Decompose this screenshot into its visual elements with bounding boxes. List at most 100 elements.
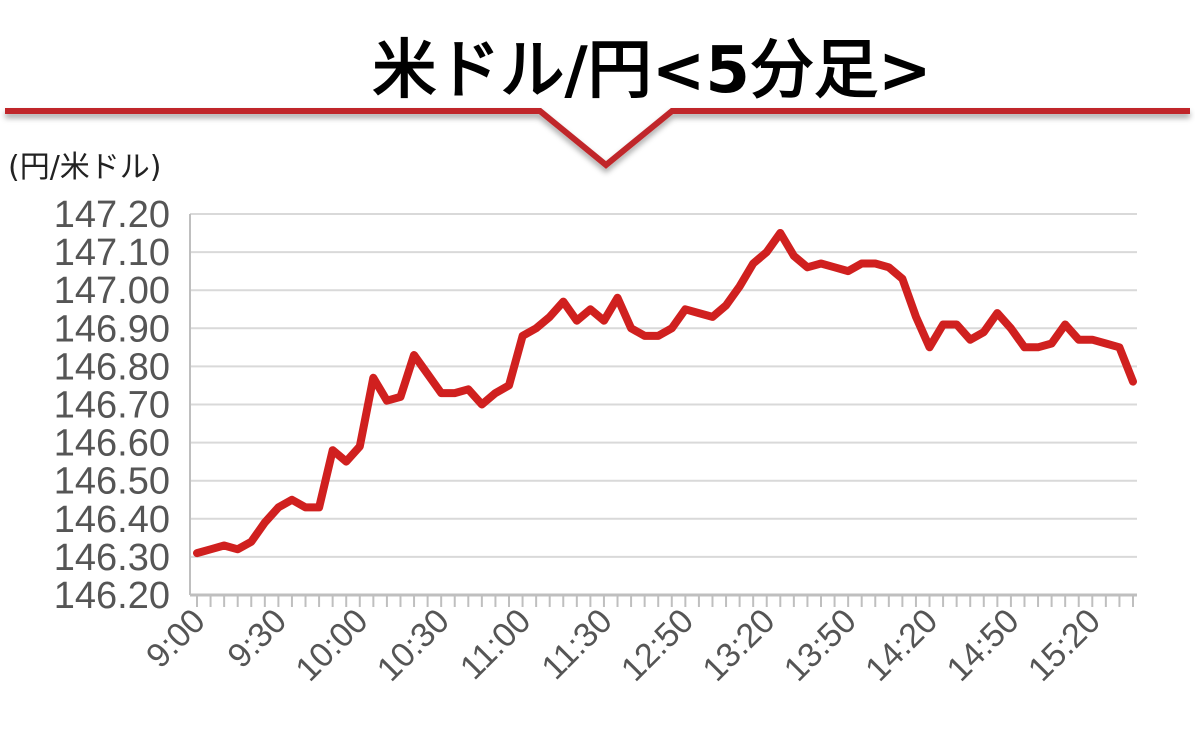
y-tick-label: 146.50 (54, 461, 170, 503)
data-point (235, 546, 241, 552)
data-point (438, 390, 444, 396)
data-point (208, 546, 214, 552)
data-point (655, 333, 661, 339)
series-line (193, 229, 1137, 558)
data-point (642, 333, 648, 339)
data-point (777, 230, 783, 236)
x-tick-label: 14:20 (858, 602, 945, 689)
y-tick-label: 146.60 (54, 423, 170, 465)
data-point (1008, 325, 1014, 331)
data-point (764, 249, 770, 255)
x-tick-label: 13:20 (695, 602, 782, 689)
y-tick-label: 146.80 (54, 346, 170, 388)
data-point (275, 504, 281, 510)
x-tick-label: 9:30 (220, 602, 294, 676)
title-underline-arrow (5, 108, 1190, 169)
data-point (845, 268, 851, 274)
data-point (737, 283, 743, 289)
data-point (818, 261, 824, 267)
y-axis-unit-label: (円/米ドル) (8, 150, 162, 185)
data-point (1035, 344, 1041, 350)
y-tick-label: 147.00 (54, 270, 170, 312)
data-point (411, 352, 417, 358)
x-tick-label: 10:30 (370, 602, 457, 689)
y-tick-label: 146.90 (54, 308, 170, 350)
data-point (899, 276, 905, 282)
data-point (221, 542, 227, 548)
data-point (520, 333, 526, 339)
data-point (1103, 341, 1109, 347)
data-point (615, 295, 621, 301)
y-tick-label: 146.20 (54, 575, 170, 617)
data-point (669, 325, 675, 331)
data-point (574, 318, 580, 324)
data-point (750, 261, 756, 267)
data-point (370, 375, 376, 381)
data-point (248, 539, 254, 545)
data-point (872, 261, 878, 267)
data-point (913, 314, 919, 320)
data-point (547, 314, 553, 320)
data-point (1130, 379, 1136, 385)
axes (189, 214, 1137, 607)
chart-title: 米ドル/円<5分足> (372, 34, 931, 108)
data-point (384, 398, 390, 404)
x-tick-label: 13:50 (777, 602, 864, 689)
data-point (804, 264, 810, 270)
data-point (316, 504, 322, 510)
data-point (709, 314, 715, 320)
data-point (479, 402, 485, 408)
data-point (832, 264, 838, 270)
grid-lines (190, 213, 1137, 558)
data-point (859, 261, 865, 267)
data-point (723, 302, 729, 308)
x-axis-tick-labels: 9:00 9:3010:0010:3011:0011:3012:5013:2013… (139, 602, 1108, 689)
x-tick-label: 14:50 (940, 602, 1027, 689)
y-tick-label: 146.40 (54, 499, 170, 541)
data-point (628, 325, 634, 331)
x-tick-label: 11:00 (453, 602, 538, 687)
data-point (357, 443, 363, 449)
data-point (343, 459, 349, 465)
data-point (303, 504, 309, 510)
data-point (954, 321, 960, 327)
y-tick-label: 147.20 (54, 194, 170, 236)
x-tick-label: 11:30 (534, 602, 619, 687)
data-point (506, 382, 512, 388)
data-point (560, 299, 566, 305)
data-point (587, 306, 593, 312)
data-point (1062, 321, 1068, 327)
x-tick-label: 10:00 (288, 602, 375, 689)
data-point (601, 318, 607, 324)
x-tick-label: 15:20 (1021, 602, 1108, 689)
data-point (682, 306, 688, 312)
data-point (262, 520, 268, 526)
data-point (791, 253, 797, 259)
y-tick-label: 146.70 (54, 385, 170, 427)
series-layer (193, 229, 1137, 558)
data-point (967, 337, 973, 343)
data-point (940, 321, 946, 327)
data-point (194, 550, 200, 556)
data-point (330, 447, 336, 453)
data-point (696, 310, 702, 316)
data-point (289, 497, 295, 503)
data-point (465, 386, 471, 392)
data-point (994, 310, 1000, 316)
data-point (1076, 337, 1082, 343)
x-tick-label: 12:50 (614, 602, 701, 689)
y-axis-tick-labels: 146.20146.30146.40146.50146.60146.70146.… (54, 194, 170, 617)
data-point (1089, 337, 1095, 343)
y-tick-label: 146.30 (54, 537, 170, 579)
y-tick-label: 147.10 (54, 232, 170, 274)
data-point (397, 394, 403, 400)
data-point (1049, 341, 1055, 347)
data-point (1021, 344, 1027, 350)
data-point (1116, 344, 1122, 350)
data-point (533, 325, 539, 331)
data-point (927, 344, 933, 350)
data-point (452, 390, 458, 396)
data-point (886, 264, 892, 270)
data-point (492, 390, 498, 396)
